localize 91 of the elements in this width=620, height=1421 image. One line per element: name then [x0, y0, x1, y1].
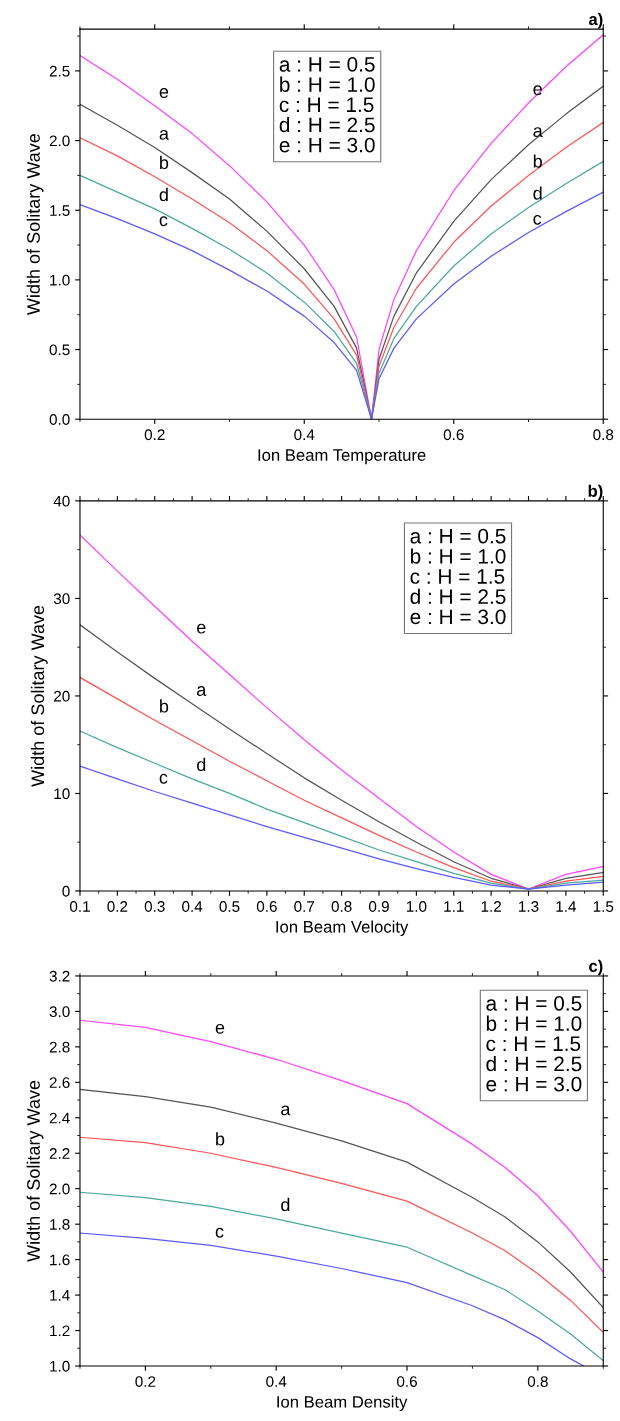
annotation: a : H = 0.5: [410, 528, 506, 544]
y-tick-label: 40: [53, 495, 70, 507]
series-label: d: [533, 186, 542, 200]
text: e: [159, 88, 169, 99]
series-label: d: [197, 757, 206, 772]
y-tick-label: 1.2: [50, 1325, 70, 1337]
y-tick-label: 3.2: [49, 970, 70, 982]
x-tick-label: 0.4: [294, 429, 315, 441]
x-tick-label: 0.4: [182, 901, 203, 912]
y-tick-label: 20: [54, 690, 70, 702]
annotation: a : H = 0.5: [486, 996, 582, 1011]
y-tick-label: 1.8: [50, 1219, 70, 1230]
annotation: d : H = 2.5: [486, 1055, 582, 1072]
annotation: d : H = 2.5: [279, 116, 375, 133]
x-tick-label: 0.6: [443, 429, 464, 441]
series-label: c: [159, 773, 168, 784]
x-tick-label: 0.2: [107, 901, 128, 912]
series-label: c: [215, 1227, 224, 1238]
series-label: e: [215, 1023, 225, 1034]
series-label: e: [533, 85, 542, 96]
y-axis-title: Width of Solitary Wave: [26, 1080, 44, 1262]
annotation: e : H = 3.0: [486, 1076, 582, 1092]
x-tick-label: 0.2: [144, 429, 165, 441]
y-axis-title: Width of Solitary Wave: [30, 605, 48, 787]
series-label: b: [216, 1132, 225, 1146]
y-tick-label: 2.0: [49, 1183, 70, 1195]
x-tick-label: 0.8: [527, 1376, 548, 1387]
chart-title: b): [588, 484, 603, 501]
text: d: [159, 187, 168, 202]
x-tick-label: 0.8: [593, 429, 614, 441]
y-tick-label: 2.4: [49, 1112, 70, 1124]
series-label: a: [533, 127, 543, 138]
x-tick-label: 0.9: [368, 901, 389, 912]
annotation: b : H = 1.0: [486, 1015, 582, 1031]
text: a: [159, 129, 169, 140]
chart-title: c): [589, 959, 603, 976]
y-tick-label: 0.5: [49, 344, 70, 356]
y-tick-label: 2.0: [49, 135, 70, 147]
x-tick-label: 0.5: [219, 901, 240, 912]
y-tick-label: 1.0: [50, 1360, 70, 1372]
annotation: b : H = 1.0: [410, 548, 506, 564]
x-axis-title: Ion Beam Temperature: [258, 449, 426, 465]
annotation: e : H = 3.0: [410, 609, 506, 625]
x-tick-label: 1.4: [556, 901, 577, 912]
x-tick-label: 1.5: [593, 901, 614, 912]
annotation: b : H = 1.0: [280, 76, 375, 92]
y-tick-label: 3.0: [49, 1006, 70, 1018]
series-label: b: [160, 699, 169, 713]
annotation: e : H = 3.0: [279, 137, 375, 153]
x-tick-label: 0.6: [397, 1376, 417, 1387]
text: b: [160, 155, 169, 170]
x-tick-label: 0.3: [144, 901, 165, 912]
y-tick-label: 2.5: [49, 65, 70, 77]
text: c: [159, 216, 168, 227]
y-tick-label: 1.4: [50, 1290, 70, 1301]
x-tick-label: 0.6: [256, 901, 277, 912]
x-axis-title: Ion Beam Density: [277, 1395, 408, 1412]
chart-title: a): [588, 12, 603, 29]
series-label: a: [281, 1105, 291, 1116]
line-series: [79, 1191, 604, 1362]
series-label: b: [533, 154, 542, 168]
y-tick-label: 0.0: [49, 414, 70, 425]
x-tick-label: 1.1: [444, 901, 464, 912]
y-tick-label: 0: [62, 885, 70, 897]
annotation: c : H = 1.5: [486, 1036, 581, 1052]
y-tick-label: 10: [54, 788, 70, 800]
series-label: c: [533, 214, 542, 225]
y-tick-label: 1.5: [50, 205, 70, 216]
x-tick-label: 0.2: [135, 1376, 156, 1387]
y-tick-label: 1.0: [50, 274, 70, 286]
y-tick-label: 2.2: [49, 1148, 70, 1159]
x-tick-label: 0.7: [294, 901, 315, 912]
x-axis-title: Ion Beam Velocity: [276, 920, 409, 937]
x-tick-label: 0.1: [69, 901, 90, 912]
y-tick-label: 2.8: [49, 1041, 70, 1053]
y-tick-label: 1.6: [50, 1254, 70, 1266]
annotation: c : H = 1.5: [410, 569, 505, 584]
x-tick-label: 1.0: [406, 901, 427, 912]
series-label: e: [197, 623, 206, 634]
annotation: d : H = 2.5: [410, 588, 506, 605]
y-tick-label: 2.6: [49, 1077, 70, 1089]
x-tick-label: 1.3: [519, 901, 539, 912]
series-label: d: [281, 1197, 290, 1212]
y-tick-label: 30: [53, 593, 70, 605]
series-label: a: [197, 686, 207, 696]
x-tick-label: 1.2: [481, 901, 501, 912]
x-tick-label: 0.8: [331, 901, 352, 912]
annotation: a : H = 0.5: [279, 56, 375, 72]
y-axis-title: Width of Solitary Wave: [26, 133, 44, 316]
annotation: c : H = 1.5: [279, 97, 374, 113]
x-tick-label: 0.4: [266, 1376, 287, 1387]
